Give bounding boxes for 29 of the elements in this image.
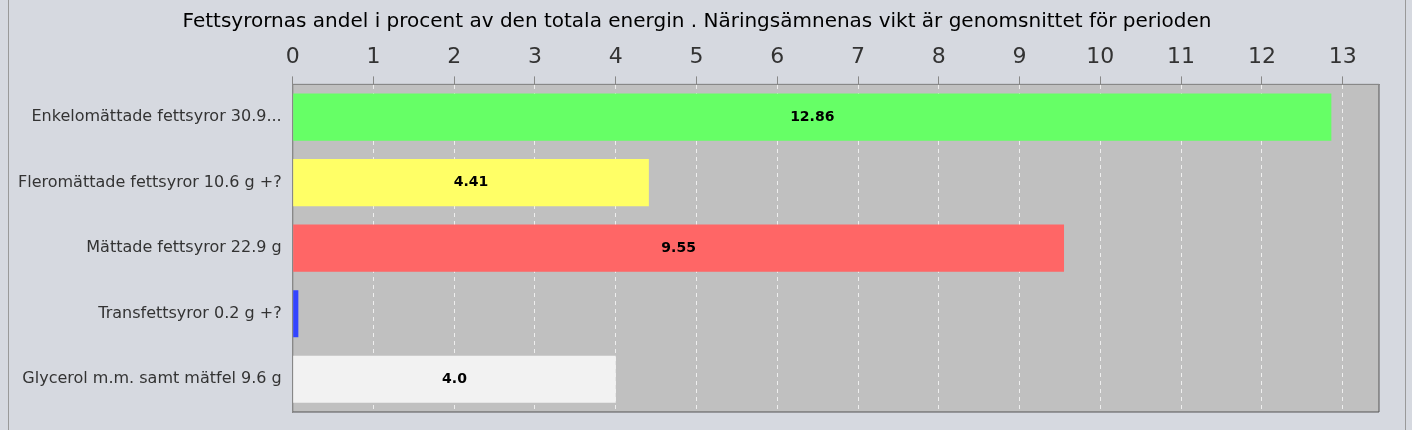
y-tick-label: Mättade fettsyror 22.9 g <box>86 237 282 257</box>
bar <box>293 93 1332 141</box>
x-tick-label: 12 <box>1247 42 1276 68</box>
x-tick-label: 0 <box>285 42 300 68</box>
x-tick-label: 7 <box>851 42 866 68</box>
x-tick-label: 2 <box>447 42 462 68</box>
x-tick-label: 9 <box>1012 42 1027 68</box>
y-tick-label: Fleromättade fettsyror 10.6 g +? <box>17 171 282 191</box>
chart-title: Fettsyrornas andel i procent av den totala energin . Näringsämnenas vikt är genomsnittet för perioden <box>182 8 1212 33</box>
x-tick-label: 3 <box>527 42 542 68</box>
x-tick-label: 11 <box>1167 42 1196 68</box>
x-tick-label: 5 <box>689 42 704 68</box>
y-tick-label: Enkelomättade fettsyror 30.9... <box>31 106 282 126</box>
x-tick-label: 6 <box>770 42 785 68</box>
bar <box>293 355 616 403</box>
data-label: 4.0 <box>442 369 468 386</box>
x-tick-label: 10 <box>1086 42 1115 68</box>
x-tick-label: 1 <box>366 42 381 68</box>
bar <box>293 159 649 207</box>
x-tick-label: 4 <box>608 42 623 68</box>
data-label: 9.55 <box>661 238 696 255</box>
data-label: 4.41 <box>453 173 489 190</box>
y-tick-label: Glycerol m.m. samt mätfel 9.6 g <box>22 368 282 388</box>
bar <box>293 224 1065 272</box>
data-label: 12.86 <box>790 107 835 124</box>
bar <box>293 290 299 338</box>
x-tick-label: 13 <box>1328 42 1357 68</box>
y-tick-label: Transfettsyror 0.2 g +? <box>97 302 282 322</box>
x-tick-label: 8 <box>931 42 946 68</box>
